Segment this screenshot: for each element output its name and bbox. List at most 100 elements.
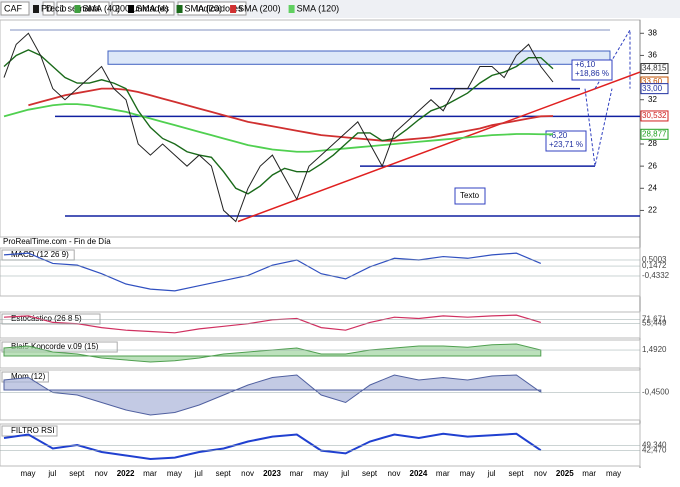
indicator-line [3,252,542,292]
source: ProRealTime.com - Fin de Día [3,237,111,246]
text-box [454,187,486,205]
panel-tag: -0,4332 [642,271,670,280]
period-key[interactable]: D [46,3,53,13]
y-tick-label: 36 [648,51,657,60]
x-tick-label: jul [47,469,56,478]
x-tick-label: jul [340,469,349,478]
note: +6,10 [575,60,596,69]
panel-tag: -0,4500 [642,387,670,396]
x-tick-label: mar [582,469,596,478]
y-tick-label: 28 [648,139,657,148]
price-tag [640,63,669,75]
legend-swatch [128,5,135,13]
y-tick-label: 22 [648,206,657,215]
resistance-zone [107,50,611,65]
x-tick-label: sept [508,469,524,478]
indicators[interactable]: Indicadores [196,3,243,13]
legend-entry: Precio [41,3,67,13]
y-tick-label: 24 [648,183,657,192]
panel-tag: 42,470 [642,445,667,454]
units[interactable]: 200 unidades [115,3,170,13]
panel-tag: 49,340 [642,441,667,450]
x-tick-label: mar [436,469,450,478]
indicator-area [3,343,542,363]
note-box [545,130,587,152]
x-tick-label: 2024 [410,469,428,478]
panel-tag: 55,449 [642,319,667,328]
x-tick-label: nov [534,469,547,478]
x-tick-label: nov [388,469,401,478]
x-tick-label: jul [194,469,203,478]
panel-title-box [1,341,118,353]
panel-title: Estocástico (26 8 5) [11,314,82,323]
panel-title-box [1,313,101,325]
legend-swatch [176,5,183,13]
legend-entry: SMA (120) [297,3,340,13]
note: +23,71 % [549,140,583,149]
note: -6,20 [549,131,568,140]
x-tick-label: nov [241,469,254,478]
panel-title: Blai5 Koncorde v.09 (15) [11,342,99,351]
note: Texto [460,191,480,200]
price-tag [640,128,669,140]
x-tick-label: jul [487,469,496,478]
legend-entry: SMA (4) [136,3,169,13]
note: +18,86 % [575,69,609,78]
x-tick-label: 2025 [556,469,574,478]
x-tick-label: sept [69,469,85,478]
symbol-box[interactable] [0,1,30,16]
x-tick-label: may [313,469,328,478]
units-box[interactable] [111,1,175,16]
x-tick-label: may [606,469,621,478]
price-tag-label: 33,60 [642,77,663,86]
y-tick-label: 32 [648,95,657,104]
line-sma20 [3,49,554,195]
price-tag [640,83,669,95]
panel-tag: 0,1472 [642,261,667,270]
panel-title: MACD (12 26 9) [11,250,69,259]
indicator-panel [0,339,641,369]
y-tick-label: 38 [648,28,657,37]
indicator-panel [0,423,641,467]
x-tick-label: may [167,469,182,478]
price-tag-label: 34,815 [642,64,667,73]
price-tag-label: 28,877 [642,129,667,138]
legend-entry: SMA (200) [238,3,281,13]
x-tick-label: sept [362,469,378,478]
y-tick-label: 26 [648,161,657,170]
x-tick-label: may [460,469,475,478]
x-tick-label: 2022 [117,469,135,478]
period-key-box[interactable] [42,1,55,16]
line-sma120 [3,103,554,153]
price-tag-label: 33,00 [642,84,663,93]
panel-tag: 71,671 [642,314,667,323]
x-tick-label: nov [95,469,108,478]
x-tick-label: mar [143,469,157,478]
period-box[interactable] [56,1,110,16]
legend-swatch [230,5,237,13]
x-tick-label: mar [290,469,304,478]
indicator-area [3,374,542,416]
x-tick-label: may [20,469,35,478]
indicator-panel [0,369,641,421]
projection-down [584,88,613,167]
symbol[interactable]: CAF [4,3,23,13]
x-tick-label: sept [216,469,232,478]
price-tag-label: 30,532 [642,111,667,120]
legend-entry: SMA (40) [83,3,121,13]
legend-swatch [288,5,295,13]
note-box [571,59,613,81]
chart-area: Precio SMA (40) SMA (4) SMA (20) SMA (200) SM… [0,3,670,478]
indicator-line [3,432,542,461]
price-tag [640,110,669,122]
indicator-panel [0,247,641,297]
panel-tag: 0,5003 [642,255,667,264]
legend-entry: SMA (20) [185,3,223,13]
legend-swatch [33,5,39,13]
indicator-panel [0,311,641,339]
trend-line [237,71,641,223]
panel-tag: 1,4920 [642,345,667,354]
legend-swatch [74,5,81,13]
x-tick-label: 2023 [263,469,281,478]
